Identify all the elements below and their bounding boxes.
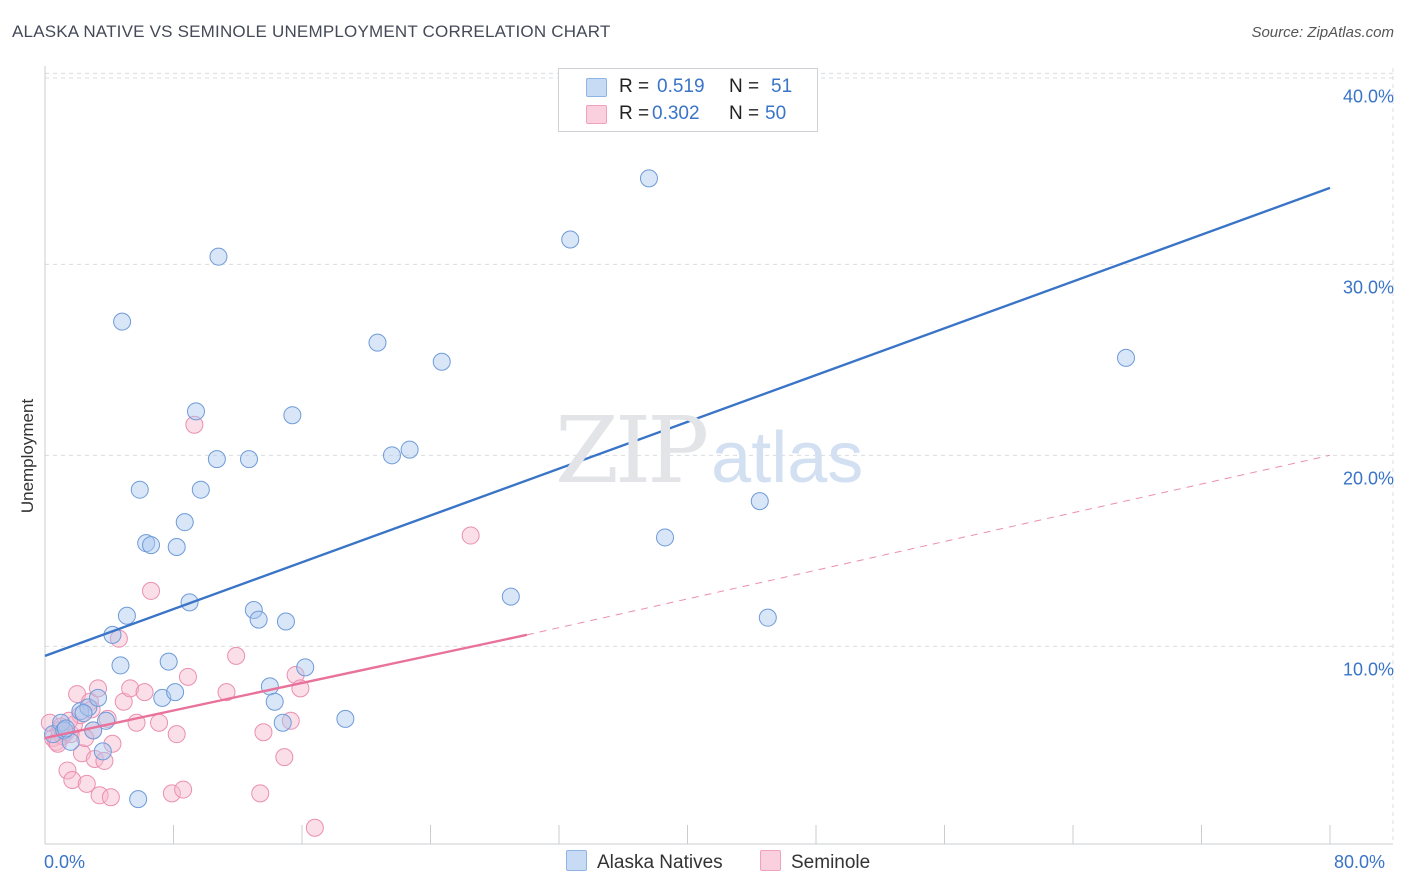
y-tick-label-30: 30.0%	[1342, 277, 1394, 298]
seminole-point	[101, 788, 120, 807]
seminole-legend-swatch	[760, 850, 781, 871]
alaska-natives-point	[273, 713, 292, 732]
seminole-point	[275, 748, 294, 767]
alaska-natives-point	[239, 450, 258, 469]
alaska-natives-point	[265, 692, 284, 711]
r-label: R =	[619, 103, 650, 124]
alaska-natives-point	[382, 446, 401, 465]
seminole-trendline-extension	[526, 454, 1331, 636]
alaska-natives-point	[296, 658, 315, 677]
legend-item-alaska-natives[interactable]: Alaska Natives	[566, 850, 723, 876]
seminole-point	[254, 723, 273, 742]
alaska-natives-point	[186, 402, 205, 421]
seminole-swatch	[586, 105, 607, 124]
r-value: 0.519	[657, 76, 705, 97]
alaska-natives-point	[89, 688, 108, 707]
alaska-natives-point	[501, 587, 520, 606]
seminole-point	[174, 780, 193, 799]
alaska-natives-points	[44, 169, 1136, 809]
alaska-natives-point	[750, 492, 769, 511]
axes	[44, 66, 1393, 845]
alaska-natives-trendline	[44, 186, 1331, 657]
alaska-natives-point	[111, 656, 130, 675]
trendlines	[44, 186, 1331, 740]
alaska-natives-point	[400, 440, 419, 459]
chart-title: ALASKA NATIVE VS SEMINOLE UNEMPLOYMENT C…	[12, 22, 611, 41]
y-axis-label: Unemployment	[18, 398, 37, 514]
alaska-natives-point	[639, 169, 658, 188]
alaska-natives-point	[260, 677, 279, 696]
seminole-point	[90, 786, 109, 805]
alaska-natives-point	[244, 601, 263, 620]
alaska-natives-point	[368, 333, 387, 352]
alaska-natives-point	[561, 230, 580, 249]
stats-row-seminole: R = 0.302 N = 50	[559, 101, 817, 127]
alaska-natives-point	[117, 606, 136, 625]
y-tick-label-10: 10.0%	[1342, 659, 1394, 680]
alaska-natives-point	[656, 528, 675, 547]
alaska-natives-point	[191, 480, 210, 499]
alaska-natives-point	[167, 537, 186, 556]
seminole-point	[185, 415, 204, 434]
n-value: 50	[765, 103, 787, 124]
r-value: 0.302	[652, 103, 700, 124]
stats-row-alaska-natives: R = 0.519 N = 51	[559, 74, 817, 100]
alaska-natives-point	[129, 790, 148, 809]
n-label: N =	[729, 103, 760, 124]
alaska-natives-point	[79, 698, 98, 717]
seminole-point	[95, 751, 114, 770]
alaska-natives-point	[758, 608, 777, 627]
seminole-trendline	[44, 633, 528, 740]
alaska-natives-point	[209, 247, 228, 266]
y-tick-label-40: 40.0%	[1342, 86, 1394, 107]
alaska-natives-point	[74, 704, 93, 723]
alaska-natives-point	[336, 709, 355, 728]
r-label: R =	[619, 76, 650, 97]
seminole-point	[63, 771, 82, 790]
seminole-point	[103, 734, 122, 753]
alaska-natives-swatch	[586, 78, 607, 97]
y-tick-label-20: 20.0%	[1342, 468, 1394, 489]
alaska-natives-point	[142, 536, 161, 555]
chart-source: Source: ZipAtlas.com	[1251, 24, 1394, 41]
alaska-natives-point	[207, 450, 226, 469]
alaska-natives-point	[249, 610, 268, 629]
seminole-point	[121, 679, 140, 698]
seminole-point	[58, 761, 77, 780]
alaska-natives-point	[166, 683, 185, 702]
seminole-point	[178, 667, 197, 686]
seminole-point	[305, 818, 324, 837]
x-tick-label-max: 80.0%	[1334, 852, 1386, 872]
legend-label: Alaska Natives	[597, 852, 723, 873]
seminole-point	[150, 713, 169, 732]
alaska-natives-point	[432, 352, 451, 371]
n-value: 51	[771, 76, 793, 97]
x-tick-label-min: 0.0%	[44, 852, 86, 872]
seminole-point	[461, 526, 480, 545]
alaska-natives-point	[276, 612, 295, 631]
seminole-point	[227, 646, 246, 665]
alaska-natives-point	[1117, 348, 1136, 367]
legend-item-seminole[interactable]: Seminole	[760, 850, 870, 876]
alaska-natives-point	[130, 480, 149, 499]
alaska-natives-point	[175, 513, 194, 532]
alaska-natives-point	[283, 406, 302, 425]
legend-label: Seminole	[791, 852, 871, 873]
seminole-point	[77, 774, 96, 793]
correlation-stats-box: R = 0.519 N = 51 R = 0.302 N = 50	[558, 68, 818, 132]
alaska-natives-point	[159, 652, 178, 671]
seminole-point	[89, 679, 108, 698]
seminole-point	[142, 581, 161, 600]
alaska-natives-legend-swatch	[566, 850, 587, 871]
n-label: N =	[729, 76, 760, 97]
alaska-natives-point	[113, 312, 132, 331]
seminole-point	[217, 683, 236, 702]
seminole-point	[162, 784, 181, 803]
seminole-point	[251, 784, 270, 803]
seminole-point	[135, 683, 154, 702]
seminole-point	[167, 725, 186, 744]
alaska-natives-point	[93, 742, 112, 761]
